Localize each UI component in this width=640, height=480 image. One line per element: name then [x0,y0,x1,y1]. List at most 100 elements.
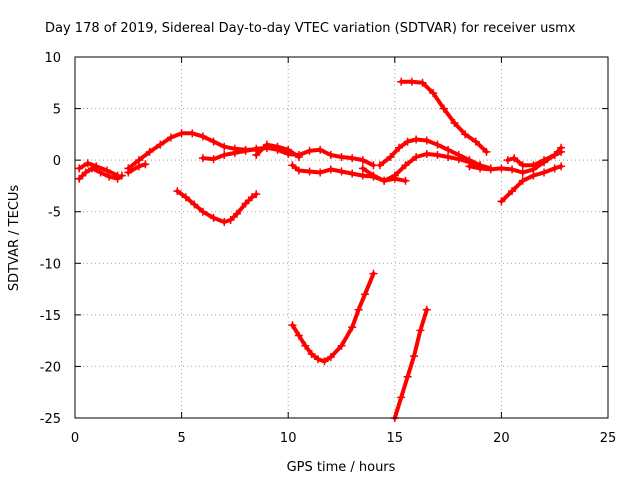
data-point [358,156,367,165]
data-point [252,150,261,159]
data-point [422,136,431,145]
data-point [326,150,335,159]
data-point [307,350,316,359]
y-tick-label: -10 [40,257,61,272]
data-point [540,168,549,177]
data-point [354,305,363,314]
series-line [392,307,429,420]
data-point [230,148,239,157]
data-point [284,145,293,154]
x-axis-label: GPS time / hours [287,460,396,475]
data-point [326,353,335,362]
x-tick-label: 0 [71,431,79,446]
data-point [294,166,303,175]
data-point [510,154,519,163]
series-track-4 [124,160,150,177]
data-point [181,193,190,202]
data-point [476,164,485,173]
data-point [288,321,297,330]
data-point [305,146,314,155]
y-tick-label: -25 [40,412,61,427]
data-point [124,168,133,177]
data-point [503,156,512,165]
data-point [465,162,474,171]
x-tick-label: 25 [600,431,617,446]
data-point [83,159,92,168]
data-point [337,341,346,350]
data-point [540,156,549,165]
y-tick-label: 0 [53,154,61,169]
data-point [429,89,438,98]
data-point [294,153,303,162]
data-point [209,155,218,164]
series-track-6 [252,140,303,162]
data-point [529,161,538,170]
y-axis-label: SDTVAR / TECUs [7,185,22,292]
y-tick-label: -5 [48,206,61,221]
data-point [337,167,346,176]
data-point [102,166,111,175]
data-point [395,143,404,152]
data-point [348,323,357,332]
data-point [233,209,242,218]
data-point [156,140,165,149]
data-point [380,176,389,185]
data-point [403,137,412,146]
x-tick-label: 5 [177,431,185,446]
data-point [358,164,367,173]
data-point [497,164,506,173]
data-point [471,137,480,146]
data-point [518,176,527,185]
data-point [550,164,559,173]
series-track-15 [288,269,378,366]
y-tick-label: -15 [40,309,61,324]
series-line [290,271,376,364]
x-tick-label: 15 [387,431,404,446]
data-point [288,161,297,170]
data-point [508,187,517,196]
series-track-10 [397,77,491,156]
data-point [369,171,378,180]
data-point [314,355,323,364]
data-point [482,147,491,156]
data-point [461,130,470,139]
data-point [320,357,329,366]
data-point [337,153,346,162]
data-point [375,161,384,170]
data-point [173,187,182,196]
data-point [348,154,357,163]
data-point [81,168,90,177]
series [75,77,566,422]
data-point [407,77,416,86]
data-point [433,140,442,149]
data-point [273,142,282,151]
data-point [316,145,325,154]
data-point [386,153,395,162]
data-point [145,147,154,156]
data-point [422,149,431,158]
data-point [360,290,369,299]
data-point [508,165,517,174]
data-point [416,326,425,335]
data-point [518,168,527,177]
ticks: 0 5 10 15 20 25 -25 -20 -15 -10 -5 0 5 10 [40,51,617,446]
data-point [209,213,218,222]
data-point [198,207,207,216]
data-point [348,169,357,178]
data-point [141,160,150,169]
data-point [301,341,310,350]
y-tick-label: 5 [53,103,61,118]
data-point [412,153,421,162]
data-point [305,167,314,176]
data-point [294,331,303,340]
data-point [550,150,559,159]
data-point [226,215,235,224]
data-point [75,164,84,173]
y-tick-label: 10 [44,51,61,66]
data-point [358,171,367,180]
data-point [397,77,406,86]
data-point [92,162,101,171]
series-track-14 [173,187,261,227]
series-track-13 [503,147,566,170]
